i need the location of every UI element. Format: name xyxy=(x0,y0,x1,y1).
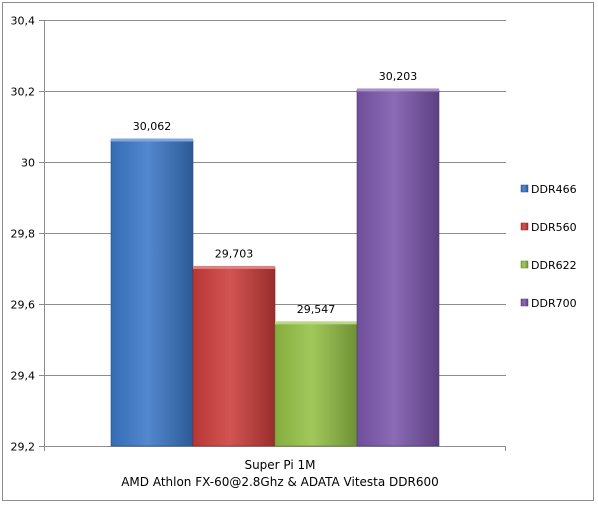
y-axis: 30,4 30,2 30 29,8 29,6 29,4 29,2 xyxy=(11,15,506,454)
data-label-ddr466: 30,062 xyxy=(133,120,172,133)
bar-top-highlight xyxy=(111,138,193,142)
legend-swatch xyxy=(520,222,529,231)
legend-swatch xyxy=(520,298,529,307)
legend-swatch xyxy=(520,184,529,193)
data-labels: 30,062 29,703 29,547 30,203 xyxy=(133,70,418,316)
bars xyxy=(110,88,440,447)
legend: DDR466 DDR560 DDR622 DDR700 xyxy=(520,183,577,310)
data-label-ddr560: 29,703 xyxy=(215,247,254,260)
bar-top-highlight xyxy=(357,88,439,92)
y-tick-label: 29,2 xyxy=(11,441,36,454)
legend-label: DDR466 xyxy=(531,183,577,196)
bar-top-highlight xyxy=(193,265,275,269)
y-tick-label: 29,8 xyxy=(11,228,36,241)
bar-ddr622 xyxy=(274,322,358,447)
x-axis-category: Super Pi 1M AMD Athlon FX-60@2.8Ghz & ADA… xyxy=(121,458,439,489)
legend-label: DDR622 xyxy=(531,259,577,272)
x-category-label-line: Super Pi 1M xyxy=(244,458,315,472)
bar-top-highlight xyxy=(275,321,357,325)
y-tick-label: 29,4 xyxy=(11,370,36,383)
y-tick-label: 30 xyxy=(21,157,35,170)
data-label-ddr622: 29,547 xyxy=(297,303,336,316)
bar-ddr466 xyxy=(110,139,194,447)
bar-ddr700 xyxy=(356,89,440,447)
legend-label: DDR560 xyxy=(531,221,577,234)
data-label-ddr700: 30,203 xyxy=(379,70,418,83)
y-tick-label: 29,6 xyxy=(11,299,36,312)
bar-ddr560 xyxy=(192,267,276,447)
y-tick-label: 30,2 xyxy=(11,86,36,99)
x-category-label-line: AMD Athlon FX-60@2.8Ghz & ADATA Vitesta … xyxy=(121,475,439,489)
legend-swatch xyxy=(520,260,529,269)
legend-label: DDR700 xyxy=(531,297,577,310)
y-tick-label: 30,4 xyxy=(11,15,36,28)
